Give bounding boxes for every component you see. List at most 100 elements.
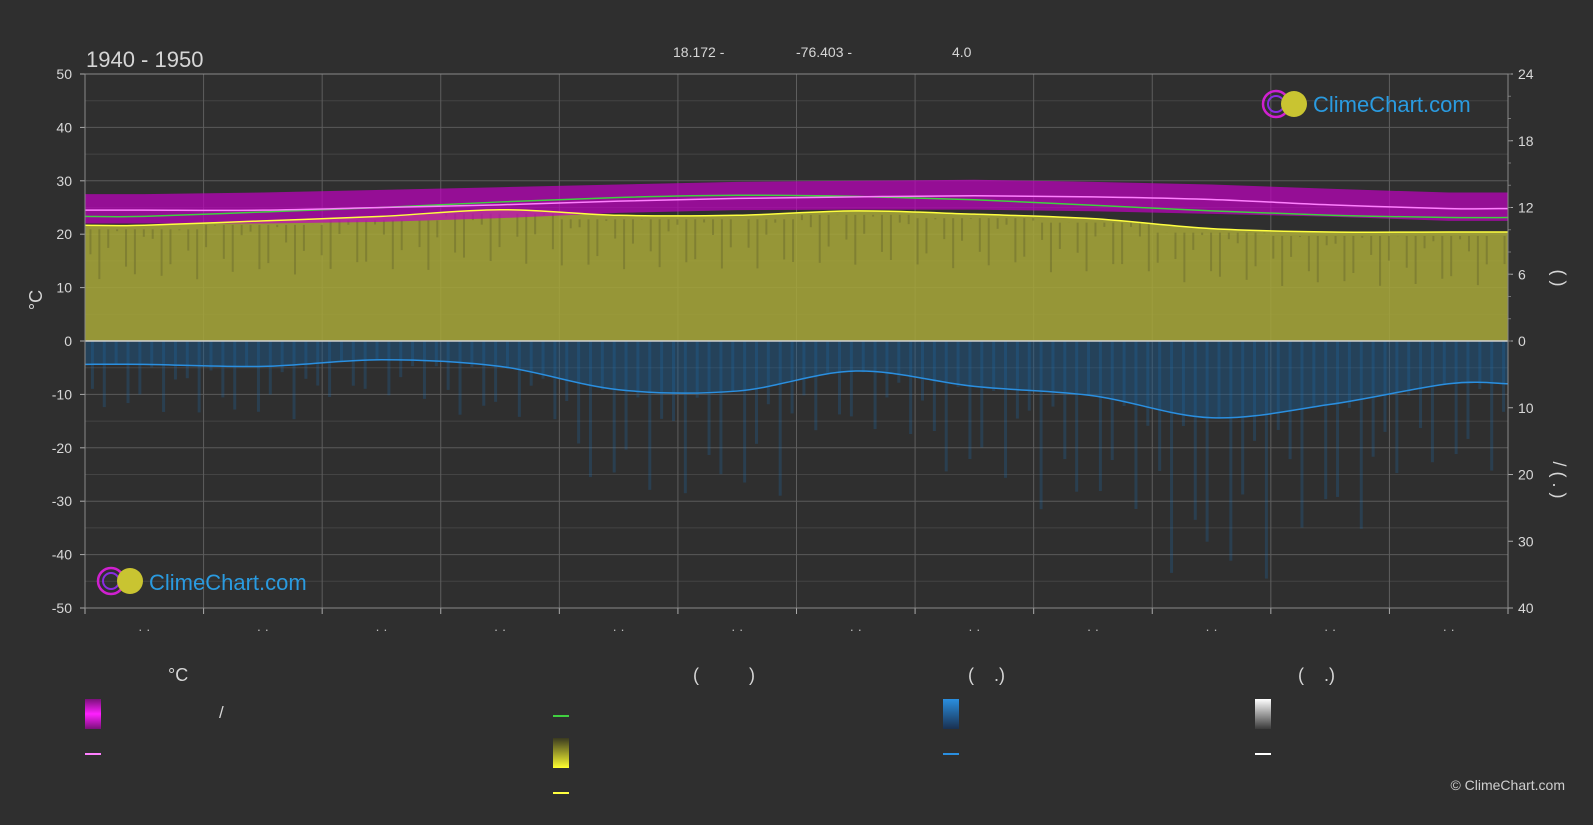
sunshine-streak	[1094, 222, 1097, 237]
precip-bar	[1098, 341, 1102, 492]
precip-line	[84, 358, 1509, 419]
sunshine-streak	[462, 213, 465, 258]
sunshine-streak	[569, 219, 572, 229]
sunshine-streak	[116, 229, 119, 232]
sunshine-streak	[400, 220, 403, 251]
precip-bar	[1371, 341, 1375, 457]
precip-bar	[1181, 341, 1185, 427]
sunshine-line	[84, 208, 1508, 233]
sunshine-streak	[1343, 235, 1346, 282]
sunshine-streak	[374, 220, 377, 225]
precip-bar	[1442, 341, 1446, 385]
sunshine-streak	[1210, 232, 1213, 272]
sunshine-streak	[943, 218, 946, 240]
month-label: · ·	[731, 622, 743, 637]
sunshine-streak	[418, 220, 421, 248]
precip-bar	[766, 341, 770, 405]
precip-bar	[375, 341, 379, 361]
precip-bar	[138, 341, 142, 395]
precip-bar	[636, 341, 640, 398]
sunshine-area	[85, 209, 1508, 341]
sunshine-streak	[240, 224, 243, 236]
sunshine-streak	[1334, 235, 1337, 244]
sunshine-streak	[329, 220, 332, 269]
sunshine-streak	[356, 220, 359, 263]
precip-bar	[1383, 341, 1387, 432]
precip-bar	[790, 341, 794, 414]
precip-bar	[351, 341, 355, 386]
sunshine-streak	[1005, 218, 1008, 225]
precip-bar	[1122, 341, 1126, 407]
sunshine-streak	[587, 219, 590, 265]
sunshine-streak	[605, 219, 608, 221]
precip-bar	[565, 341, 569, 401]
month-label: · ·	[1205, 622, 1217, 637]
precip-bar	[1490, 341, 1494, 471]
precip-bar	[505, 341, 509, 369]
right-upper-tick-label: 6	[1518, 266, 1526, 282]
sunshine-streak	[1121, 222, 1124, 265]
sunshine-streak	[1201, 232, 1204, 236]
sunshine-streak	[302, 224, 305, 251]
precip-bar	[422, 341, 426, 399]
sunshine-streak	[391, 220, 394, 270]
sunshine-streak	[1290, 235, 1293, 257]
sunshine-streak	[498, 213, 501, 248]
plot-frame	[84, 73, 1509, 609]
logo-top[interactable]: ClimeChart.com	[1261, 89, 1471, 119]
right-lower-tick-label: 10	[1518, 400, 1534, 416]
sunshine-streak	[525, 213, 528, 264]
month-label: · ·	[494, 622, 506, 637]
precip-bar	[446, 341, 450, 390]
sunshine-streak	[1112, 222, 1115, 265]
sunshine-streak	[729, 219, 732, 248]
sunshine-streak	[480, 213, 483, 225]
logo-bottom[interactable]: ClimeChart.com	[96, 566, 307, 596]
precip-bar	[209, 341, 213, 371]
precip-bar	[588, 341, 592, 478]
sunshine-streak	[1450, 235, 1453, 277]
sunshine-streak	[712, 219, 715, 236]
precip-bar	[1075, 341, 1079, 492]
sunshine-streak	[1405, 235, 1408, 268]
sunshine-streak	[89, 229, 92, 255]
legend-temp-band-swatch	[85, 699, 101, 729]
precip-bar	[245, 341, 249, 367]
sunshine-streak	[1387, 235, 1390, 261]
precip-bar	[731, 341, 735, 392]
sunshine-streak	[987, 218, 990, 266]
right-upper-tick-label: 12	[1518, 200, 1534, 216]
sunshine-streak	[934, 218, 937, 220]
precip-bar	[185, 341, 189, 379]
sunshine-streak	[1147, 222, 1150, 272]
sunshine-streak	[649, 219, 652, 252]
legend-col1-title: °C	[168, 665, 189, 685]
precip-bar	[1158, 341, 1162, 472]
sunshine-streak	[596, 219, 599, 257]
sunshine-streak	[872, 214, 875, 217]
precip-bar	[1146, 341, 1150, 426]
precip-bar	[1288, 341, 1292, 460]
sunshine-streak	[685, 219, 688, 263]
right-lower-axis-title: / ( . )	[1549, 462, 1569, 499]
month-label: · ·	[1443, 622, 1455, 637]
precip-bar	[814, 341, 818, 431]
precip-bar	[150, 341, 154, 368]
sunshine-streak	[667, 219, 670, 232]
precip-bar	[1502, 341, 1506, 412]
logo-text: ClimeChart.com	[1313, 92, 1471, 117]
sunshine-streak	[774, 219, 777, 223]
precip-bar	[932, 341, 936, 432]
precip-bar	[683, 341, 687, 494]
precip-bar	[221, 341, 225, 398]
precip-bar	[1241, 341, 1245, 495]
legend-snow-line-swatch	[1255, 753, 1271, 755]
sunshine-streak	[1441, 235, 1444, 279]
precip-bar	[897, 341, 901, 383]
sunshine-streak	[978, 218, 981, 252]
sunshine-streak	[720, 219, 723, 269]
precip-bar	[197, 341, 201, 413]
chart-lines	[84, 194, 1509, 419]
sunshine-streak	[1298, 235, 1301, 238]
precip-bar	[517, 341, 521, 417]
